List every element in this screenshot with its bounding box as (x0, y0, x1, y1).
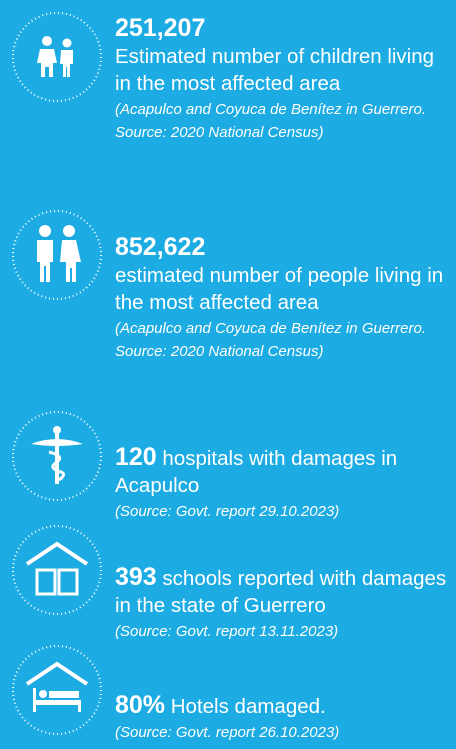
stat-source: (Source: Govt. report 29.10.2023) (115, 503, 340, 520)
stat-value: 251,207 (115, 14, 206, 42)
stat-text: Hotels damaged. (170, 695, 326, 718)
stat-value: 852,622 (115, 233, 206, 261)
stat-source: (Acapulco and Coyuca de Benítez in Guerr… (115, 101, 427, 141)
stat-value: 80% (115, 691, 166, 719)
stat-item: 393 schools reported with damages in the… (115, 564, 451, 643)
stat-source: (Acapulco and Coyuca de Benítez in Guerr… (115, 320, 427, 360)
stat-value: 393 (115, 563, 157, 591)
stat-item: 852,622 estimated number of people livin… (115, 232, 451, 363)
stat-text: estimated number of people living in the… (115, 264, 444, 314)
stat-item: 120 hospitals with damages in Acapulco (… (115, 444, 451, 523)
hotel-icon (12, 645, 102, 735)
children-icon (12, 12, 102, 102)
people-icon (12, 210, 102, 300)
stat-item: 80% Hotels damaged. (Source: Govt. repor… (115, 692, 451, 744)
stat-text: hospitals with damages in Acapulco (115, 447, 398, 497)
hospital-icon (12, 411, 102, 501)
stat-item: 251,207 Estimated number of children liv… (115, 13, 451, 144)
stat-text: schools reported with damages in the sta… (115, 567, 447, 617)
stat-source: (Source: Govt. report 26.10.2023) (115, 724, 340, 741)
school-icon (12, 525, 102, 615)
stat-text: Estimated number of children living in t… (115, 45, 435, 95)
stat-value: 120 (115, 443, 157, 471)
stat-source: (Source: Govt. report 13.11.2023) (115, 623, 339, 640)
